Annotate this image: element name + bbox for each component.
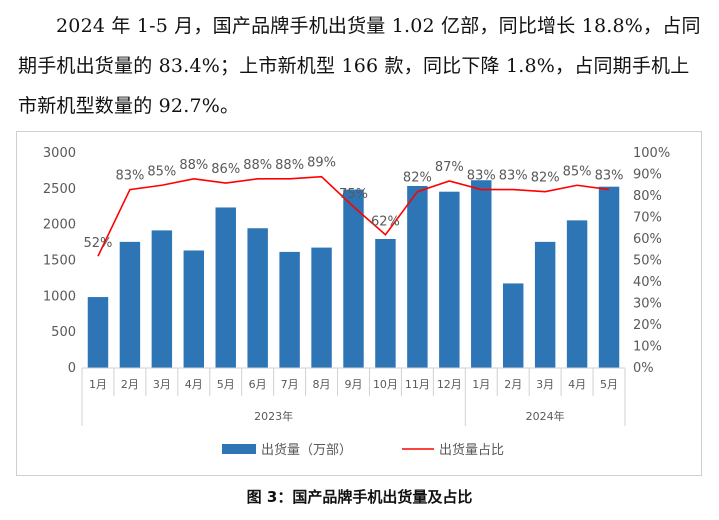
bar-shipment	[407, 185, 428, 368]
share-data-label: 83%	[499, 169, 528, 184]
x-year-label: 2024年	[526, 409, 565, 423]
bar-shipment	[343, 189, 364, 368]
y-left-tick-label: 3000	[43, 146, 76, 161]
share-data-label: 89%	[307, 156, 336, 171]
bar-shipment	[439, 191, 460, 368]
legend-bar-label: 出货量（万部）	[261, 442, 352, 458]
legend-line-label: 出货量占比	[439, 442, 504, 458]
bar-shipment	[311, 247, 332, 368]
paragraph-line-1: 2024 年 1-5 月，国产品牌手机出货量 1.02 亿部，同比增长 18.8…	[56, 15, 701, 37]
x-category-label: 8月	[313, 378, 331, 391]
bar-shipment	[279, 251, 300, 368]
x-category-label: 7月	[281, 378, 299, 391]
share-data-label: 85%	[147, 164, 176, 179]
x-category-label: 2月	[504, 378, 522, 391]
y-right-tick-label: 10%	[633, 340, 662, 355]
y-left-tick-label: 0	[68, 361, 76, 376]
bar-shipment	[247, 228, 268, 368]
x-category-label: 6月	[249, 378, 267, 391]
legend-bar-swatch	[222, 444, 256, 454]
bar-shipment	[534, 241, 556, 368]
x-year-label: 2023年	[254, 409, 293, 423]
x-category-label: 11月	[405, 378, 430, 391]
y-right-tick-label: 100%	[633, 146, 670, 161]
y-right-tick-label: 20%	[633, 318, 662, 333]
share-data-label: 85%	[563, 164, 592, 179]
bar-shipment	[471, 180, 492, 368]
y-right-tick-label: 50%	[633, 254, 662, 269]
share-data-label: 82%	[403, 171, 432, 186]
share-data-label: 88%	[179, 158, 208, 173]
paragraph-line-3: 市新机型数量的 92.7%。	[18, 95, 240, 117]
bar-shipment	[502, 283, 524, 368]
y-left-tick-label: 1000	[43, 289, 76, 304]
y-right-tick-label: 0%	[633, 361, 654, 376]
share-data-label: 75%	[339, 187, 368, 202]
bar-shipment	[566, 220, 588, 368]
share-data-label: 88%	[275, 158, 304, 173]
x-category-label: 3月	[153, 378, 171, 391]
x-category-label: 1月	[89, 378, 107, 391]
bar-shipment	[215, 207, 236, 368]
line-share	[97, 175, 610, 257]
shipment-chart: 0 500 1000 1500 2000 2500 3000 0% 10% 20% 30% 40% 50…	[43, 146, 670, 458]
bar-shipment	[87, 297, 109, 368]
share-data-label: 82%	[531, 171, 560, 186]
figure-caption: 图 3：国产品牌手机出货量及占比	[246, 488, 473, 506]
y-left-tick-label: 2000	[43, 218, 76, 233]
x-category-label: 2月	[121, 378, 139, 391]
share-data-label: 88%	[243, 158, 272, 173]
x-category-label: 5月	[600, 378, 618, 391]
x-category-label: 1月	[472, 378, 490, 391]
x-category-label: 12月	[437, 378, 462, 391]
bar-shipment	[598, 186, 620, 368]
bar-shipment	[151, 230, 173, 368]
bar-shipment	[375, 239, 396, 368]
x-category-label: 4月	[568, 378, 586, 391]
bar-shipment	[183, 250, 205, 368]
y-right-tick-label: 60%	[633, 232, 662, 247]
y-left-tick-label: 500	[51, 325, 76, 340]
share-data-label: 83%	[467, 169, 496, 184]
share-data-label: 83%	[115, 169, 144, 184]
y-right-tick-label: 30%	[633, 297, 662, 312]
y-left-tick-label: 2500	[43, 182, 76, 197]
x-category-label: 4月	[185, 378, 203, 391]
x-category-label: 10月	[373, 378, 398, 391]
y-right-tick-label: 80%	[633, 189, 662, 204]
share-data-label: 62%	[371, 215, 400, 230]
y-left-tick-label: 1500	[43, 254, 76, 269]
bar-shipment	[119, 241, 141, 368]
paragraph-line-2: 期手机出货量的 83.4%；上市新机型 166 款，同比下降 1.8%，占同期手…	[18, 55, 690, 77]
y-right-tick-label: 70%	[633, 211, 662, 226]
y-right-tick-label: 40%	[633, 275, 662, 290]
x-category-label: 9月	[345, 378, 363, 391]
share-data-label: 83%	[595, 169, 624, 184]
y-right-tick-label: 90%	[633, 168, 662, 183]
share-data-label: 87%	[435, 160, 464, 175]
x-category-label: 5月	[217, 378, 235, 391]
share-data-label: 52%	[84, 236, 113, 251]
intro-paragraph: 2024 年 1-5 月，国产品牌手机出货量 1.02 亿部，同比增长 18.8…	[18, 6, 710, 126]
chart-container: 0 500 1000 1500 2000 2500 3000 0% 10% 20% 30% 40% 50…	[16, 131, 702, 476]
share-data-label: 86%	[211, 162, 240, 177]
x-category-label: 3月	[536, 378, 554, 391]
